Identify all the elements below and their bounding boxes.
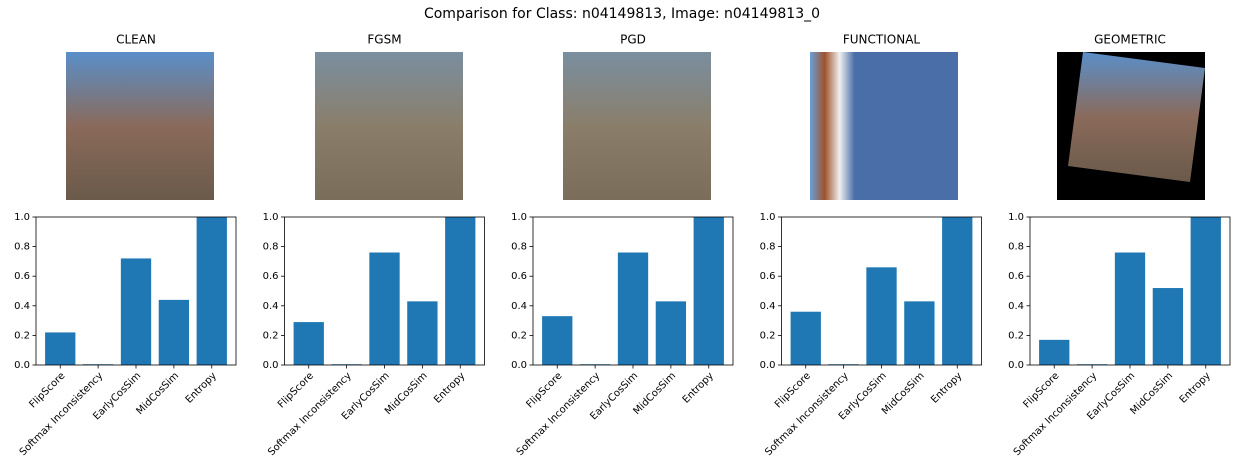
y-tick-label: 0.8 — [511, 242, 527, 253]
y-tick-label: 0.2 — [511, 330, 527, 341]
bar — [542, 316, 572, 365]
bar — [942, 217, 972, 365]
y-tick-label: 0.2 — [1008, 330, 1024, 341]
bar — [1191, 217, 1221, 365]
bar — [791, 312, 821, 365]
bar — [159, 300, 189, 365]
x-tick-label: Entropy — [1178, 370, 1213, 405]
y-tick-label: 0.4 — [760, 301, 776, 312]
x-tick-label: FlipScore — [1021, 370, 1061, 410]
y-tick-label: 0.8 — [14, 242, 30, 253]
y-tick-label: 0.6 — [1008, 271, 1024, 282]
x-tick-label: Entropy — [929, 370, 964, 405]
x-tick-label: Entropy — [432, 370, 467, 405]
y-tick-label: 0.2 — [760, 330, 776, 341]
subplot-title: CLEAN — [116, 33, 156, 47]
y-tick-label: 0.2 — [14, 330, 30, 341]
bar — [656, 301, 686, 365]
y-tick-label: 0.2 — [263, 330, 279, 341]
bar — [904, 301, 934, 365]
y-tick-label: 0.6 — [760, 271, 776, 282]
y-tick-label: 1.0 — [760, 212, 776, 223]
y-tick-label: 0.4 — [511, 301, 527, 312]
x-tick-label: FlipScore — [276, 370, 316, 410]
y-tick-label: 0.4 — [1008, 301, 1024, 312]
y-tick-label: 0.0 — [263, 360, 279, 371]
y-tick-label: 0.0 — [760, 360, 776, 371]
x-tick-label: Entropy — [184, 370, 219, 405]
x-tick-label: FlipScore — [524, 370, 564, 410]
y-tick-label: 0.0 — [14, 360, 30, 371]
bar — [407, 301, 437, 365]
y-tick-label: 0.4 — [14, 301, 30, 312]
y-tick-label: 0.0 — [1008, 360, 1024, 371]
y-tick-label: 1.0 — [1008, 212, 1024, 223]
subplot-title: FGSM — [367, 33, 401, 47]
bar — [294, 322, 324, 365]
y-tick-label: 0.6 — [511, 271, 527, 282]
y-tick-label: 0.6 — [263, 271, 279, 282]
y-tick-label: 0.8 — [760, 242, 776, 253]
image — [315, 52, 463, 200]
y-tick-label: 0.8 — [263, 242, 279, 253]
x-tick-label: Entropy — [681, 370, 716, 405]
figure-title: Comparison for Class: n04149813, Image: … — [424, 6, 820, 22]
image — [66, 52, 214, 200]
image — [810, 52, 958, 200]
y-tick-label: 0.4 — [263, 301, 279, 312]
x-tick-label: FlipScore — [773, 370, 813, 410]
y-tick-label: 1.0 — [511, 212, 527, 223]
bar — [1115, 253, 1145, 365]
bar — [1039, 340, 1069, 365]
subplot-title: FUNCTIONAL — [843, 33, 921, 47]
figure: Comparison for Class: n04149813, Image: … — [0, 0, 1244, 473]
bar — [1153, 288, 1183, 365]
subplot-title: GEOMETRIC — [1094, 33, 1166, 47]
bar — [45, 332, 75, 365]
bar — [121, 258, 151, 365]
y-tick-label: 0.0 — [511, 360, 527, 371]
image — [563, 52, 711, 200]
subplot-title: PGD — [620, 33, 646, 47]
bar — [445, 217, 475, 365]
y-tick-label: 0.6 — [14, 271, 30, 282]
bar — [197, 217, 227, 365]
bar — [866, 267, 896, 365]
image-rotated — [1068, 52, 1205, 182]
bar — [618, 253, 648, 365]
y-tick-label: 1.0 — [263, 212, 279, 223]
bar — [694, 217, 724, 365]
x-tick-label: FlipScore — [27, 370, 67, 410]
bar — [369, 253, 399, 365]
y-tick-label: 0.8 — [1008, 242, 1024, 253]
y-tick-label: 1.0 — [14, 212, 30, 223]
